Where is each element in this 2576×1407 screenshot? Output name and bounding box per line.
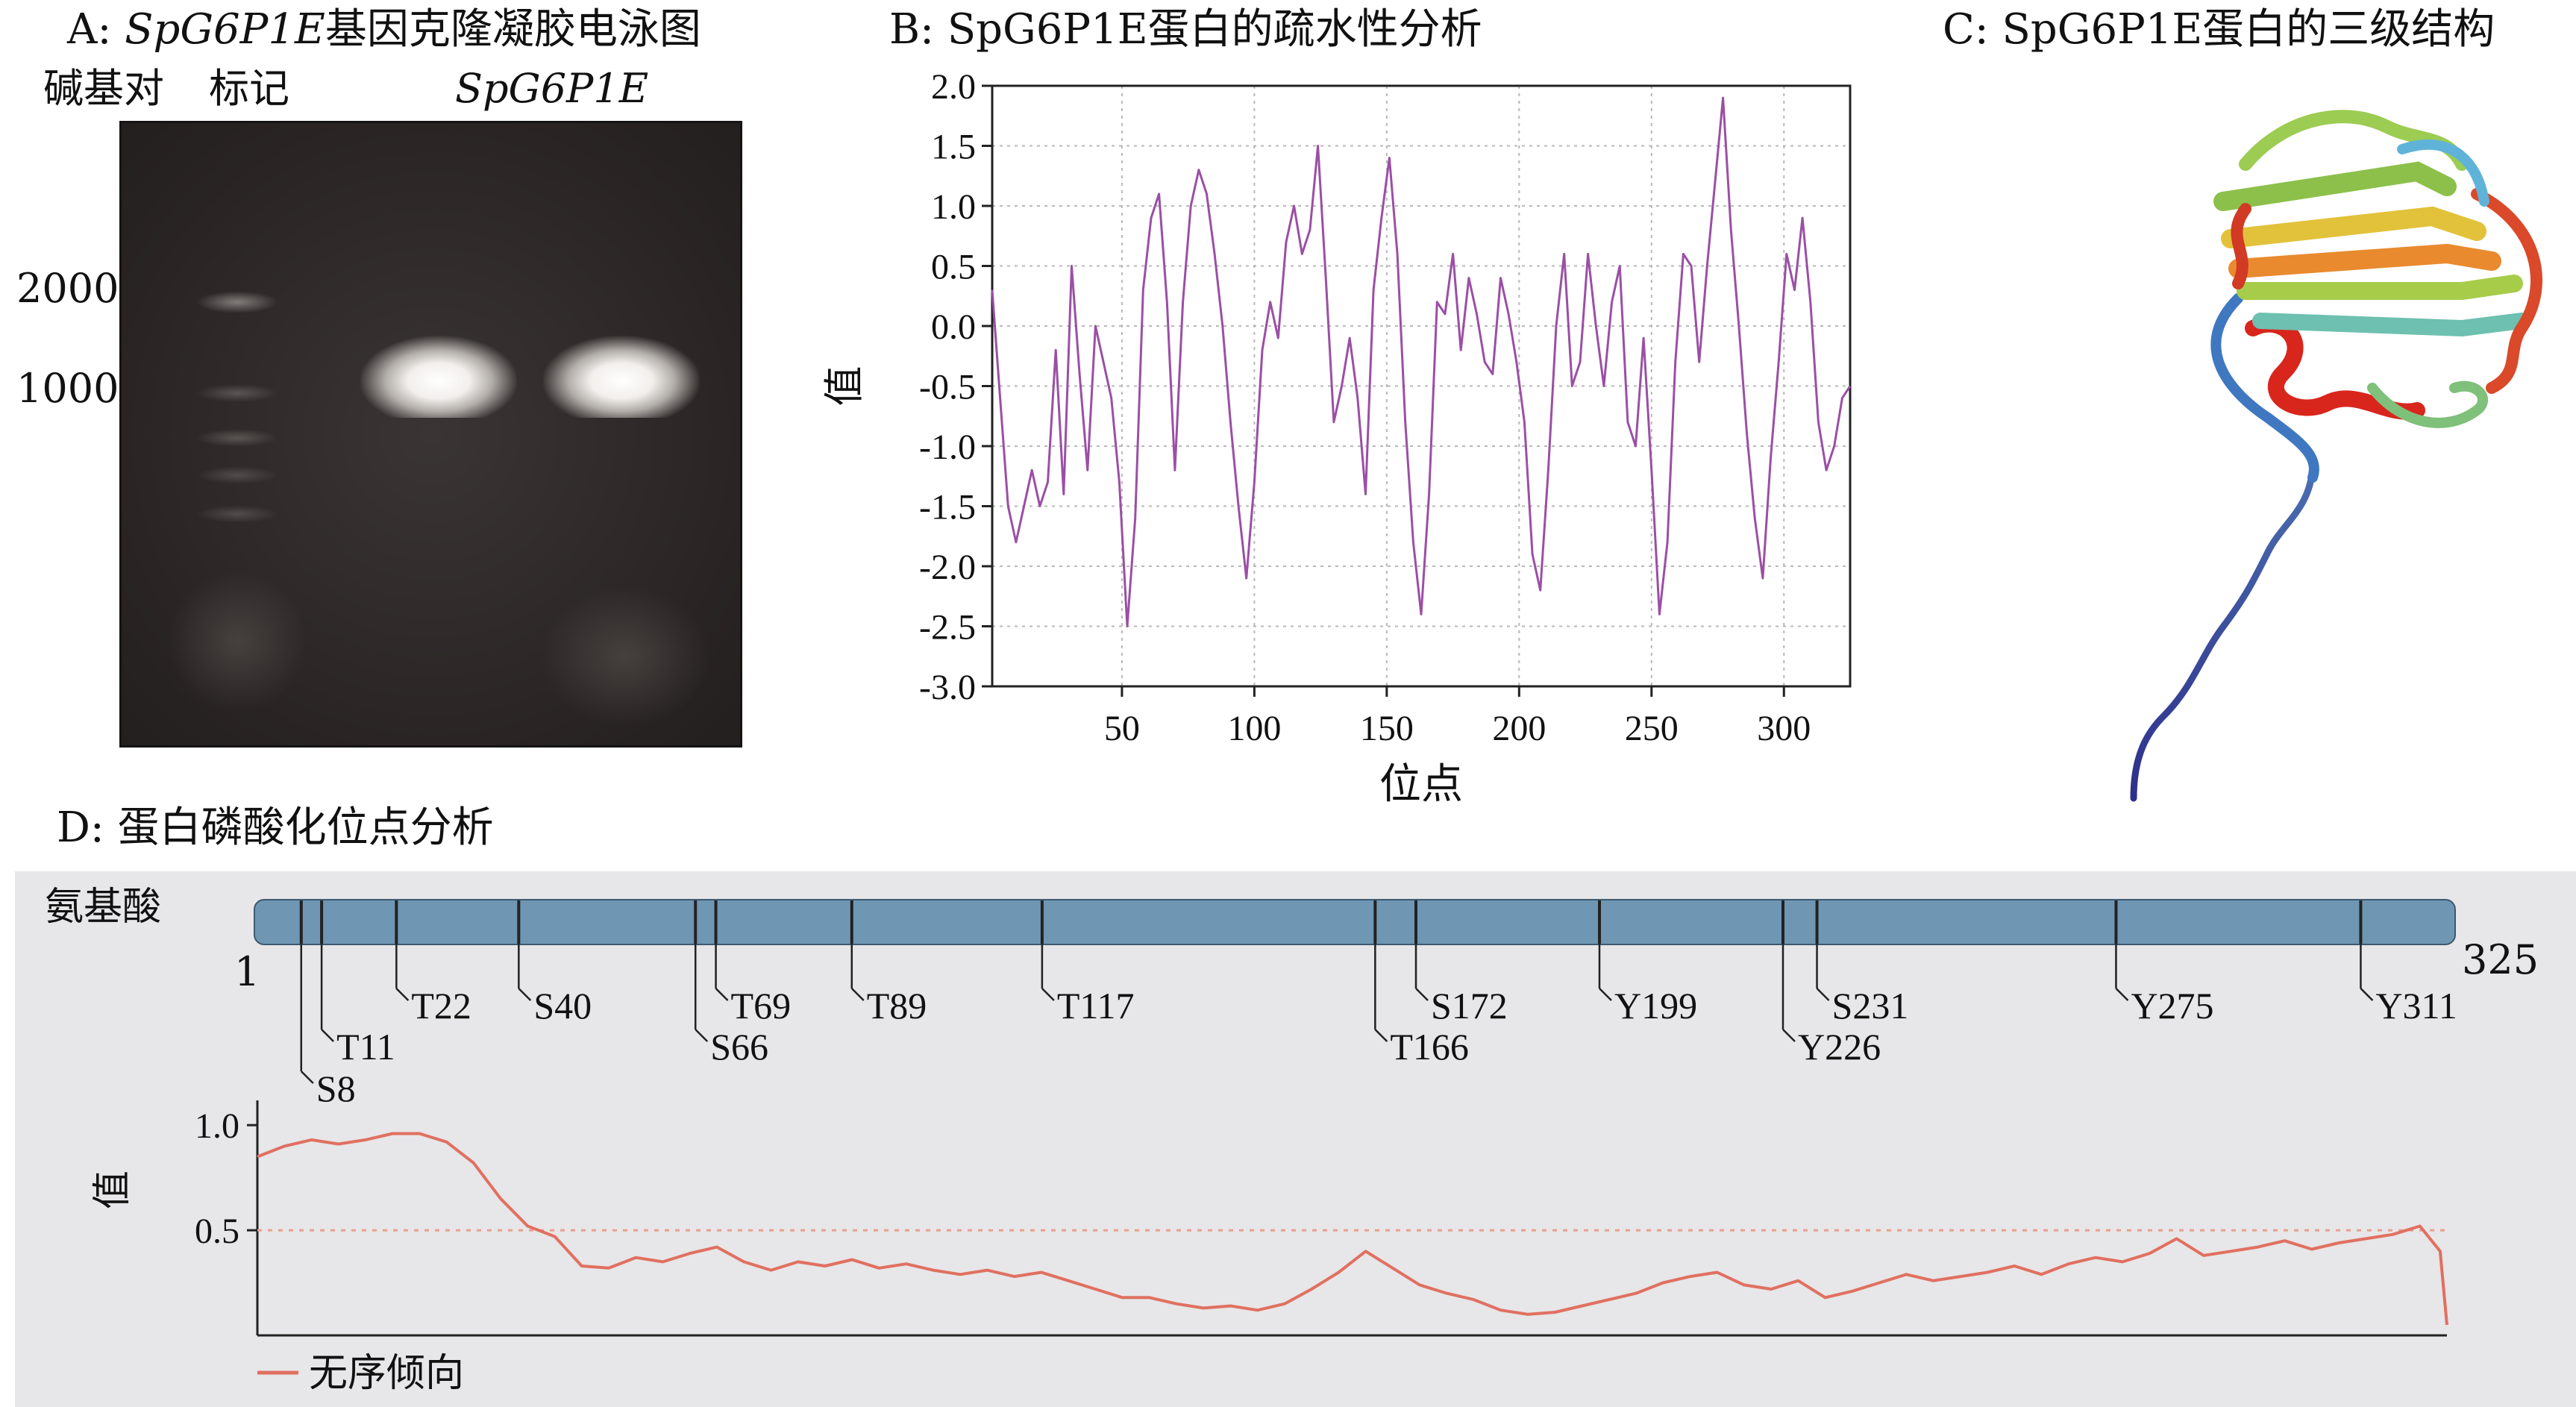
y-tick-label: -2.5	[919, 608, 976, 648]
lane-label-gene: SpG6P1E	[455, 69, 648, 109]
x-axis-label: 位点	[1379, 762, 1463, 808]
size-label-1000: 1000	[16, 365, 119, 412]
smear-lane-marker	[166, 571, 308, 712]
sample-band-1	[360, 336, 517, 418]
protein-coil-cyan	[2397, 139, 2489, 207]
panelA-title-prefix: A:	[67, 5, 125, 54]
lane-label-marker: 标记	[209, 65, 289, 112]
y-tick-label: -1.5	[919, 488, 976, 527]
protein-helix-red	[2245, 316, 2425, 420]
y-tick-label: -1.0	[919, 427, 976, 467]
y-tick-label: 1.0	[931, 187, 976, 227]
x-tick-label: 100	[1227, 709, 1281, 748]
panelB-title: B: SpG6P1E蛋白的疏水性分析	[889, 5, 1482, 54]
y-tick-label: -2.0	[919, 548, 976, 587]
y-axis-label: 值	[822, 366, 867, 407]
protein-loop-right	[2471, 188, 2542, 394]
y-tick-label: 2.0	[931, 67, 976, 107]
protein-helix-red-2	[2231, 203, 2251, 289]
marker-band-1000	[196, 429, 278, 447]
y-tick-label: -0.5	[919, 368, 976, 407]
x-tick-label: 200	[1492, 709, 1546, 748]
x-tick-label: 50	[1104, 709, 1140, 748]
x-tick-label: 150	[1360, 709, 1414, 748]
size-label-2000: 2000	[16, 265, 119, 312]
sequence-end-label: 325	[2462, 936, 2539, 983]
y-tick-label: 1.5	[931, 128, 976, 167]
lane-label-gene-text: SpG6P1E	[455, 65, 649, 112]
gel-image	[119, 121, 742, 748]
y-tick-label: -3.0	[919, 668, 976, 707]
lane-label-bp: 碱基对	[43, 65, 164, 112]
marker-band-2000	[196, 291, 278, 313]
amino-acid-bar	[254, 899, 2456, 945]
protein-sheet-green-2	[2237, 275, 2523, 300]
y-tick-label: 0.5	[931, 248, 976, 287]
panelA-title: A: SpG6P1E基因克隆凝胶电泳图	[67, 9, 701, 51]
phosphorylation-panel	[15, 871, 2576, 1407]
sample-band-2	[543, 336, 700, 418]
protein-sheet-green-1	[2213, 161, 2457, 211]
protein-sheet-teal-1	[2252, 313, 2530, 337]
y-tick-label: 0.0	[931, 307, 976, 347]
hydrophobicity-line	[991, 96, 1852, 627]
x-tick-label: 300	[1757, 709, 1811, 748]
marker-band-1500	[196, 384, 278, 402]
panelC-title: C: SpG6P1E蛋白的三级结构	[1943, 5, 2495, 54]
x-tick-label: 250	[1625, 709, 1679, 748]
protein-tail-coil	[2130, 459, 2316, 802]
smear-lane-2	[539, 586, 711, 727]
amino-acid-track-label: 氨基酸	[45, 885, 162, 930]
protein-structure-image	[2130, 110, 2542, 802]
protein-coil-blue	[2210, 293, 2319, 483]
panelD-title: D: 蛋白磷酸化位点分析	[57, 803, 494, 852]
marker-band-750	[196, 466, 278, 484]
marker-band-500	[196, 505, 278, 523]
hydrophobicity-chart: 2.0 1.5 1.0 0.5 0.0 -0.5 -1.0 -1.5 -2.0 -2.5 -3.0 5…	[822, 67, 1852, 808]
sequence-start-label: 1	[234, 948, 260, 995]
protein-sheet-orange-1	[2228, 243, 2501, 278]
protein-loop-green-bottom	[2367, 380, 2488, 428]
panelA-title-suffix: 基因克隆凝胶电泳图	[325, 5, 701, 54]
protein-sheet-yellow-1	[2221, 206, 2486, 248]
panelA-title-gene: SpG6P1E	[125, 5, 325, 54]
